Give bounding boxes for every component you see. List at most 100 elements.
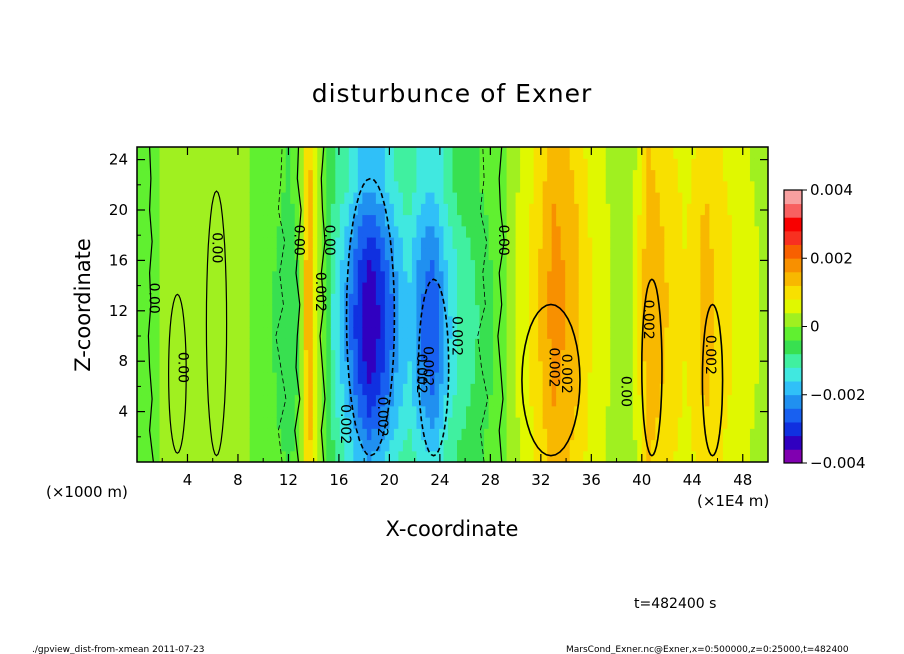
heat-cell: [749, 315, 756, 328]
heat-cell: [258, 405, 264, 418]
heat-cell: [402, 248, 409, 261]
heat-cell: [335, 270, 341, 283]
heat-cell: [191, 304, 197, 317]
heat-cell: [493, 214, 499, 227]
heat-cell: [416, 270, 422, 283]
heat-cell: [227, 147, 233, 159]
heat-cell: [461, 293, 467, 306]
heat-cell: [538, 259, 544, 272]
heat-cell: [722, 282, 729, 294]
heat-cell: [425, 180, 431, 193]
heat-cell: [438, 293, 445, 306]
heat-cell: [312, 270, 318, 283]
heat-cell: [168, 394, 174, 407]
heat-cell: [294, 439, 300, 452]
heat-cell: [605, 270, 611, 283]
heat-cell: [623, 360, 629, 373]
heat-cell: [263, 360, 269, 373]
heat-cell: [646, 214, 652, 227]
heat-cell: [375, 293, 381, 306]
heat-cell: [155, 349, 161, 362]
heat-cell: [457, 169, 463, 182]
heat-cell: [511, 214, 517, 227]
heat-cell: [515, 259, 521, 272]
heat-cell: [339, 304, 345, 317]
heat-cell: [281, 349, 287, 362]
heat-cell: [429, 439, 436, 452]
heat-cell: [650, 304, 656, 317]
heat-cell: [623, 248, 629, 261]
heat-cell: [668, 315, 674, 328]
heat-cell: [614, 394, 620, 407]
heat-cell: [682, 394, 688, 407]
heat-cell: [556, 338, 562, 351]
heat-cell: [267, 360, 273, 373]
heat-cell: [272, 169, 278, 182]
heat-cell: [146, 248, 152, 261]
heat-cell: [227, 259, 233, 272]
heat-cell: [191, 383, 197, 396]
heat-cell: [231, 214, 237, 227]
heat-cell: [641, 169, 647, 182]
heat-cell: [402, 417, 409, 429]
heat-cell: [267, 158, 273, 171]
heat-cell: [200, 360, 206, 373]
heat-cell: [326, 338, 332, 351]
heat-cell: [461, 338, 467, 351]
heat-cell: [335, 225, 341, 238]
heat-cell: [610, 428, 616, 441]
heat-cell: [677, 169, 683, 182]
heat-cell: [709, 394, 715, 407]
heat-cell: [164, 203, 170, 216]
heat-cell: [583, 180, 589, 193]
heat-cell: [592, 237, 598, 249]
heat-cell: [254, 147, 260, 159]
heat-cell: [312, 315, 318, 328]
heat-cell: [587, 304, 593, 317]
heat-cell: [344, 259, 350, 272]
heat-cell: [610, 327, 616, 339]
heat-cell: [479, 405, 485, 418]
heat-cell: [294, 270, 300, 283]
heat-cell: [425, 338, 431, 351]
heat-cell: [420, 259, 427, 272]
heat-cell: [330, 417, 336, 429]
heat-cell: [402, 405, 409, 418]
heat-cell: [236, 293, 242, 306]
heat-cell: [267, 315, 273, 328]
heat-cell: [695, 428, 701, 441]
heat-cell: [731, 383, 738, 396]
heat-cell: [713, 180, 720, 193]
heat-cell: [587, 293, 593, 306]
heat-cell: [583, 327, 589, 339]
heat-cell: [155, 270, 161, 283]
heat-cell: [375, 192, 381, 204]
heat-cell: [529, 180, 535, 193]
heat-cell: [574, 225, 580, 238]
heat-cell: [470, 270, 476, 283]
heat-cell: [565, 158, 571, 171]
heat-cell: [623, 259, 629, 272]
heat-cell: [763, 259, 768, 272]
heat-cell: [722, 237, 729, 249]
heat-cell: [258, 180, 264, 193]
heat-cell: [398, 248, 404, 261]
heat-cell: [556, 394, 562, 407]
heat-cell: [150, 225, 156, 238]
heat-cell: [177, 439, 183, 452]
heat-cell: [623, 282, 629, 294]
heat-cell: [339, 192, 345, 204]
heat-cell: [159, 180, 165, 193]
heat-cell: [520, 192, 526, 204]
heat-cell: [294, 214, 300, 227]
heat-cell: [141, 237, 147, 249]
heat-cell: [484, 360, 490, 373]
heat-cell: [384, 180, 390, 193]
heat-cell: [493, 428, 499, 441]
heat-cell: [704, 372, 711, 384]
heat-cell: [393, 338, 400, 351]
heat-cell: [538, 315, 544, 328]
heat-cell: [578, 349, 584, 362]
heat-cell: [380, 360, 386, 373]
heat-cell: [384, 360, 390, 373]
